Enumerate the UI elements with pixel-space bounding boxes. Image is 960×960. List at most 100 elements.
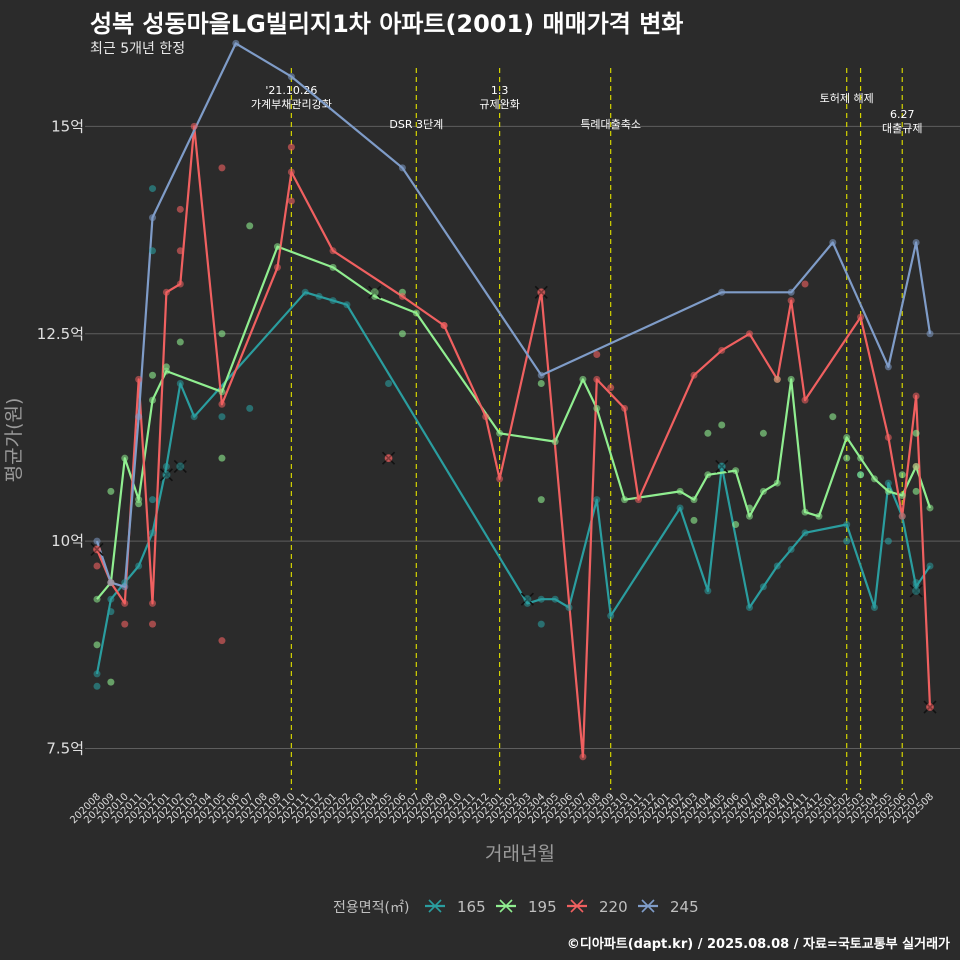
data-point-195 — [912, 487, 920, 495]
cross-marker-220 — [381, 451, 396, 465]
data-point-195 — [551, 438, 559, 446]
data-point-220 — [162, 288, 170, 296]
data-point-195 — [926, 504, 934, 512]
data-point-245 — [537, 371, 545, 379]
data-point-195 — [676, 487, 684, 495]
source-caption: ©디아파트(dapt.kr) / 2025.08.08 / 자료=국토교통부 실… — [566, 937, 950, 952]
data-point-220 — [482, 413, 490, 421]
data-point-220 — [884, 433, 892, 441]
data-point-165 — [537, 620, 545, 628]
data-point-195 — [621, 496, 629, 504]
data-point-195 — [843, 433, 851, 441]
data-point-165 — [843, 521, 851, 529]
data-point-220 — [176, 280, 184, 288]
data-point-195 — [690, 516, 698, 524]
data-point-220 — [801, 396, 809, 404]
data-point-165 — [329, 297, 337, 305]
data-point-220 — [718, 346, 726, 354]
data-point-220 — [857, 313, 865, 321]
data-point-245 — [398, 164, 406, 172]
data-point-165 — [565, 604, 573, 611]
data-point-220 — [121, 620, 129, 628]
data-point-220 — [440, 321, 448, 329]
legend-label: 220 — [599, 898, 628, 916]
data-point-220 — [593, 375, 601, 383]
data-point-195 — [773, 479, 781, 487]
data-point-165 — [801, 529, 809, 537]
data-point-195 — [898, 492, 906, 500]
legend-label: 245 — [670, 898, 699, 916]
data-point-195 — [121, 454, 129, 462]
data-point-220 — [176, 205, 184, 213]
data-point-195 — [107, 678, 115, 686]
data-point-165 — [93, 682, 101, 690]
cross-marker-165 — [715, 459, 729, 474]
data-point-165 — [218, 413, 226, 421]
data-point-245 — [149, 214, 157, 222]
data-point-245 — [287, 73, 295, 81]
data-point-165 — [149, 185, 157, 193]
legend: 전용면적(㎡) 165 195 220 245 — [333, 898, 699, 916]
legend-item-220: 220 — [567, 898, 628, 916]
data-point-220 — [746, 330, 754, 338]
data-point-165 — [884, 479, 892, 487]
data-point-165 — [884, 537, 892, 545]
data-point-165 — [787, 545, 795, 553]
data-point-195 — [787, 375, 795, 383]
data-point-195 — [843, 454, 851, 462]
data-point-220 — [135, 375, 143, 383]
data-point-195 — [898, 471, 906, 479]
data-point-165 — [246, 404, 254, 412]
data-point-165 — [607, 612, 615, 620]
data-point-220 — [93, 562, 101, 570]
event-label: 규제완화 — [479, 98, 519, 111]
data-point-165 — [537, 595, 545, 603]
data-point-195 — [329, 263, 337, 271]
cross-marker-165 — [520, 592, 534, 606]
cross-marker-195 — [368, 285, 382, 299]
data-point-165 — [107, 608, 115, 616]
data-point-220 — [621, 404, 629, 412]
legend-item-195: 195 — [496, 898, 557, 916]
event-label: 1.3 — [491, 84, 509, 97]
data-point-165 — [593, 496, 601, 504]
data-point-195 — [537, 496, 545, 504]
data-point-195 — [412, 309, 420, 317]
cross-marker-220 — [923, 700, 937, 714]
data-point-220 — [287, 197, 295, 205]
data-point-220 — [496, 475, 504, 483]
legend-title: 전용면적(㎡) — [333, 900, 409, 916]
data-point-195 — [746, 504, 754, 512]
data-point-195 — [135, 496, 143, 504]
data-point-165 — [162, 462, 170, 470]
cross-marker-165 — [909, 584, 923, 598]
data-point-245 — [926, 330, 934, 338]
data-point-195 — [246, 222, 254, 230]
data-point-245 — [93, 537, 101, 545]
data-point-165 — [93, 670, 101, 678]
data-point-220 — [787, 297, 795, 305]
data-point-245 — [107, 579, 115, 587]
event-label: 6.27 — [890, 108, 915, 121]
data-point-165 — [773, 562, 781, 570]
series-line-165 — [95, 291, 931, 675]
data-point-195 — [884, 487, 892, 495]
data-point-195 — [857, 471, 865, 479]
legend-label: 195 — [528, 898, 557, 916]
data-point-245 — [121, 583, 129, 591]
y-tick-label: 15억 — [51, 117, 84, 135]
data-point-195 — [857, 454, 865, 462]
data-point-195 — [718, 421, 726, 429]
data-point-245 — [718, 288, 726, 296]
data-point-220 — [398, 292, 406, 300]
data-point-220 — [329, 247, 337, 255]
data-point-165 — [385, 380, 393, 388]
data-point-220 — [273, 263, 281, 271]
data-point-220 — [218, 637, 226, 645]
cross-marker-165 — [173, 459, 187, 474]
y-tick-label: 12.5억 — [37, 325, 84, 343]
data-point-195 — [759, 487, 767, 495]
series-line-195 — [96, 245, 932, 600]
data-point-220 — [579, 753, 587, 761]
